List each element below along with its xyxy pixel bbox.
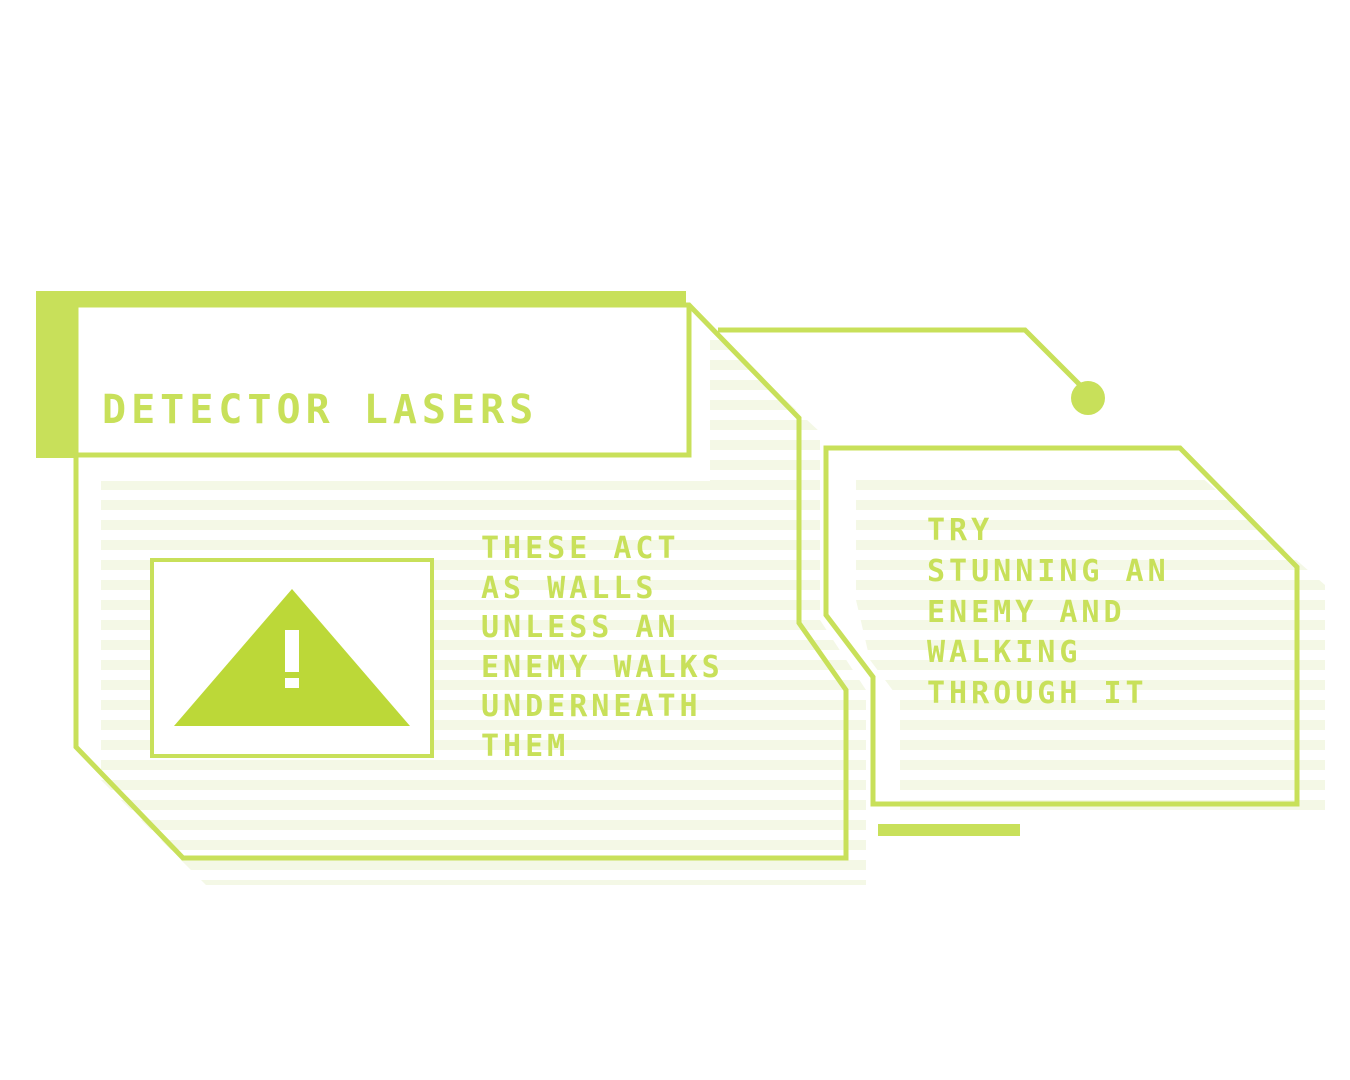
warning-triangle-icon xyxy=(174,589,410,726)
connector-node xyxy=(1071,381,1105,415)
main-panel-frame xyxy=(73,302,849,861)
title-box-frame xyxy=(76,305,692,458)
title-accent-bar-left xyxy=(36,291,78,458)
bottom-accent-bar xyxy=(878,824,1020,836)
connector-line xyxy=(718,327,1090,395)
main-tip-text: THESE ACT AS WALLS UNLESS AN ENEMY WALKS… xyxy=(481,531,724,764)
side-tip-text: TRY STUNNING AN ENEMY AND WALKING THROUG… xyxy=(927,513,1170,712)
side-panel-frame xyxy=(823,445,1300,807)
side-panel-stripes xyxy=(856,476,1325,810)
panel-title: DETECTOR LASERS xyxy=(102,387,539,433)
